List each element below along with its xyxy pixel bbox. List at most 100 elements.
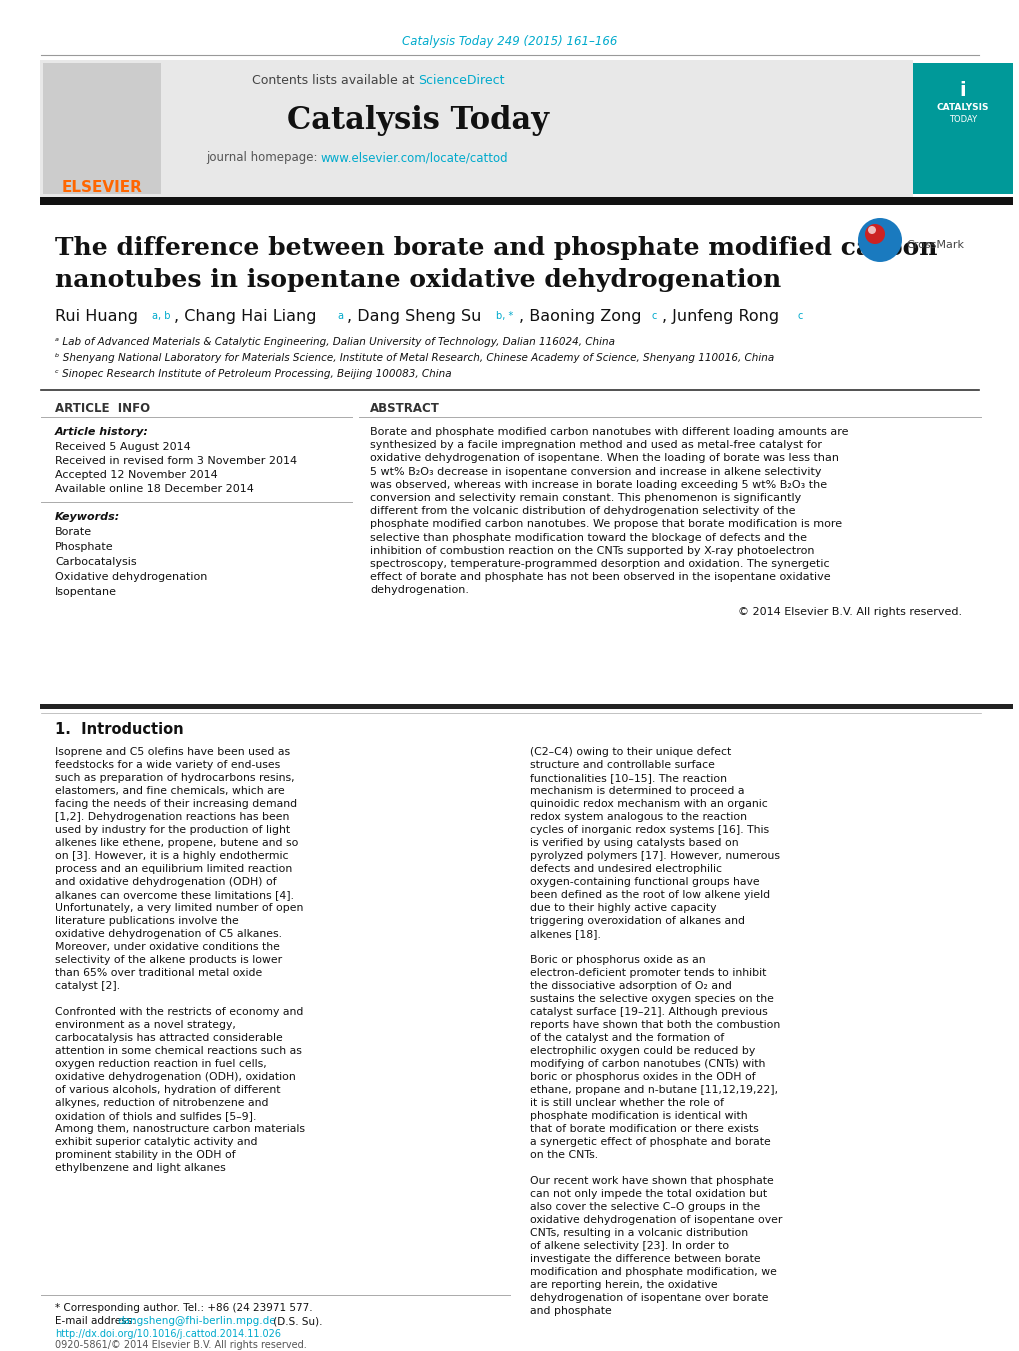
Text: ᶜ Sinopec Research Institute of Petroleum Processing, Beijing 100083, China: ᶜ Sinopec Research Institute of Petroleu… — [55, 369, 451, 380]
Text: due to their highly active capacity: due to their highly active capacity — [530, 902, 715, 913]
Text: that of borate modification or there exists: that of borate modification or there exi… — [530, 1124, 758, 1133]
Text: alkynes, reduction of nitrobenzene and: alkynes, reduction of nitrobenzene and — [55, 1098, 268, 1108]
Text: ABSTRACT: ABSTRACT — [370, 401, 439, 415]
Text: on the CNTs.: on the CNTs. — [530, 1150, 597, 1161]
Text: ethylbenzene and light alkanes: ethylbenzene and light alkanes — [55, 1163, 225, 1173]
Text: Available online 18 December 2014: Available online 18 December 2014 — [55, 484, 254, 494]
Text: a synergetic effect of phosphate and borate: a synergetic effect of phosphate and bor… — [530, 1138, 770, 1147]
Text: dehydrogenation of isopentane over borate: dehydrogenation of isopentane over borat… — [530, 1293, 767, 1302]
Text: , Junfeng Rong: , Junfeng Rong — [661, 308, 779, 323]
Text: Our recent work have shown that phosphate: Our recent work have shown that phosphat… — [530, 1175, 773, 1186]
Text: E-mail address:: E-mail address: — [55, 1316, 139, 1325]
FancyBboxPatch shape — [40, 59, 912, 197]
Text: dangsheng@fhi-berlin.mpg.de: dangsheng@fhi-berlin.mpg.de — [117, 1316, 275, 1325]
Text: alkenes [18].: alkenes [18]. — [530, 929, 600, 939]
Text: (D.S. Su).: (D.S. Su). — [270, 1316, 322, 1325]
Text: of the catalyst and the formation of: of the catalyst and the formation of — [530, 1034, 723, 1043]
Text: www.elsevier.com/locate/cattod: www.elsevier.com/locate/cattod — [321, 151, 508, 165]
Text: alkenes like ethene, propene, butene and so: alkenes like ethene, propene, butene and… — [55, 838, 299, 848]
FancyBboxPatch shape — [40, 704, 1012, 709]
Text: ARTICLE  INFO: ARTICLE INFO — [55, 401, 150, 415]
Text: on [3]. However, it is a highly endothermic: on [3]. However, it is a highly endother… — [55, 851, 288, 861]
Text: quinoidic redox mechanism with an organic: quinoidic redox mechanism with an organi… — [530, 798, 767, 809]
Text: oxidative dehydrogenation of isopentane over: oxidative dehydrogenation of isopentane … — [530, 1215, 782, 1225]
Text: Borate: Borate — [55, 527, 92, 536]
Text: Article history:: Article history: — [55, 427, 149, 436]
Text: catalyst surface [19–21]. Although previous: catalyst surface [19–21]. Although previ… — [530, 1006, 767, 1017]
Text: 0920-5861/© 2014 Elsevier B.V. All rights reserved.: 0920-5861/© 2014 Elsevier B.V. All right… — [55, 1340, 307, 1350]
Text: cycles of inorganic redox systems [16]. This: cycles of inorganic redox systems [16]. … — [530, 825, 768, 835]
Text: The difference between borate and phosphate modified carbon: The difference between borate and phosph… — [55, 236, 936, 259]
Text: ᵇ Shenyang National Laboratory for Materials Science, Institute of Metal Researc: ᵇ Shenyang National Laboratory for Mater… — [55, 353, 773, 363]
Text: CNTs, resulting in a volcanic distribution: CNTs, resulting in a volcanic distributi… — [530, 1228, 747, 1238]
Text: redox system analogous to the reaction: redox system analogous to the reaction — [530, 812, 746, 821]
Text: environment as a novel strategy,: environment as a novel strategy, — [55, 1020, 235, 1029]
Text: CATALYSIS: CATALYSIS — [935, 104, 988, 112]
Text: Moreover, under oxidative conditions the: Moreover, under oxidative conditions the — [55, 942, 279, 952]
Text: mechanism is determined to proceed a: mechanism is determined to proceed a — [530, 786, 744, 796]
Text: phosphate modification is identical with: phosphate modification is identical with — [530, 1111, 747, 1121]
Text: of various alcohols, hydration of different: of various alcohols, hydration of differ… — [55, 1085, 280, 1096]
Text: Isopentane: Isopentane — [55, 586, 117, 597]
Text: of alkene selectivity [23]. In order to: of alkene selectivity [23]. In order to — [530, 1242, 729, 1251]
Text: it is still unclear whether the role of: it is still unclear whether the role of — [530, 1098, 723, 1108]
Text: Borate and phosphate modified carbon nanotubes with different loading amounts ar: Borate and phosphate modified carbon nan… — [370, 427, 848, 436]
Text: selectivity of the alkene products is lower: selectivity of the alkene products is lo… — [55, 955, 282, 965]
FancyBboxPatch shape — [40, 197, 1012, 205]
Text: nanotubes in isopentane oxidative dehydrogenation: nanotubes in isopentane oxidative dehydr… — [55, 267, 781, 292]
Text: and oxidative dehydrogenation (ODH) of: and oxidative dehydrogenation (ODH) of — [55, 877, 276, 888]
Text: ELSEVIER: ELSEVIER — [61, 181, 143, 196]
Text: c: c — [651, 311, 656, 322]
Text: such as preparation of hydrocarbons resins,: such as preparation of hydrocarbons resi… — [55, 773, 294, 784]
Text: carbocatalysis has attracted considerable: carbocatalysis has attracted considerabl… — [55, 1034, 282, 1043]
Text: i: i — [959, 81, 965, 100]
Circle shape — [857, 218, 901, 262]
Text: © 2014 Elsevier B.V. All rights reserved.: © 2014 Elsevier B.V. All rights reserved… — [737, 607, 961, 616]
Text: Rui Huang: Rui Huang — [55, 308, 138, 323]
Text: CrossMark: CrossMark — [905, 240, 963, 250]
Text: , Baoning Zong: , Baoning Zong — [519, 308, 641, 323]
Text: structure and controllable surface: structure and controllable surface — [530, 761, 714, 770]
Text: http://dx.doi.org/10.1016/j.cattod.2014.11.026: http://dx.doi.org/10.1016/j.cattod.2014.… — [55, 1329, 280, 1339]
Text: oxidation of thiols and sulfides [5–9].: oxidation of thiols and sulfides [5–9]. — [55, 1111, 256, 1121]
Text: conversion and selectivity remain constant. This phenomenon is significantly: conversion and selectivity remain consta… — [370, 493, 801, 503]
Text: Unfortunately, a very limited number of open: Unfortunately, a very limited number of … — [55, 902, 303, 913]
Text: Boric or phosphorus oxide as an: Boric or phosphorus oxide as an — [530, 955, 705, 965]
Text: alkanes can overcome these limitations [4].: alkanes can overcome these limitations [… — [55, 890, 293, 900]
Text: journal homepage:: journal homepage: — [206, 151, 321, 165]
Text: used by industry for the production of light: used by industry for the production of l… — [55, 825, 289, 835]
Text: synthesized by a facile impregnation method and used as metal-free catalyst for: synthesized by a facile impregnation met… — [370, 440, 821, 450]
Text: functionalities [10–15]. The reaction: functionalities [10–15]. The reaction — [530, 773, 727, 784]
Text: Catalysis Today 249 (2015) 161–166: Catalysis Today 249 (2015) 161–166 — [401, 35, 618, 49]
Text: different from the volcanic distribution of dehydrogenation selectivity of the: different from the volcanic distribution… — [370, 507, 795, 516]
Text: Among them, nanostructure carbon materials: Among them, nanostructure carbon materia… — [55, 1124, 305, 1133]
Text: also cover the selective C–O groups in the: also cover the selective C–O groups in t… — [530, 1202, 759, 1212]
Text: attention in some chemical reactions such as: attention in some chemical reactions suc… — [55, 1046, 302, 1056]
Text: Phosphate: Phosphate — [55, 542, 113, 553]
Text: catalyst [2].: catalyst [2]. — [55, 981, 120, 992]
Text: * Corresponding author. Tel.: +86 (24 23971 577.: * Corresponding author. Tel.: +86 (24 23… — [55, 1302, 312, 1313]
Text: b, *: b, * — [495, 311, 513, 322]
Text: effect of borate and phosphate has not been observed in the isopentane oxidative: effect of borate and phosphate has not b… — [370, 573, 829, 582]
Text: is verified by using catalysts based on: is verified by using catalysts based on — [530, 838, 738, 848]
Text: triggering overoxidation of alkanes and: triggering overoxidation of alkanes and — [530, 916, 744, 925]
Text: literature publications involve the: literature publications involve the — [55, 916, 238, 925]
Text: dehydrogenation.: dehydrogenation. — [370, 585, 469, 596]
Text: , Chang Hai Liang: , Chang Hai Liang — [174, 308, 316, 323]
Text: Isoprene and C5 olefins have been used as: Isoprene and C5 olefins have been used a… — [55, 747, 289, 757]
Text: prominent stability in the ODH of: prominent stability in the ODH of — [55, 1150, 235, 1161]
Text: investigate the difference between borate: investigate the difference between borat… — [530, 1254, 760, 1265]
Text: TODAY: TODAY — [948, 115, 976, 124]
Text: are reporting herein, the oxidative: are reporting herein, the oxidative — [530, 1279, 717, 1290]
Text: electrophilic oxygen could be reduced by: electrophilic oxygen could be reduced by — [530, 1046, 754, 1056]
Text: 1.  Introduction: 1. Introduction — [55, 723, 183, 738]
Circle shape — [864, 224, 884, 245]
Text: defects and undesired electrophilic: defects and undesired electrophilic — [530, 865, 721, 874]
Text: spectroscopy, temperature-programmed desorption and oxidation. The synergetic: spectroscopy, temperature-programmed des… — [370, 559, 828, 569]
Text: sustains the selective oxygen species on the: sustains the selective oxygen species on… — [530, 994, 773, 1004]
Text: (C2–C4) owing to their unique defect: (C2–C4) owing to their unique defect — [530, 747, 731, 757]
Text: ethane, propane and n-butane [11,12,19,22],: ethane, propane and n-butane [11,12,19,2… — [530, 1085, 777, 1096]
Text: pyrolyzed polymers [17]. However, numerous: pyrolyzed polymers [17]. However, numero… — [530, 851, 780, 861]
Text: inhibition of combustion reaction on the CNTs supported by X-ray photoelectron: inhibition of combustion reaction on the… — [370, 546, 814, 555]
Text: been defined as the root of low alkene yield: been defined as the root of low alkene y… — [530, 890, 769, 900]
